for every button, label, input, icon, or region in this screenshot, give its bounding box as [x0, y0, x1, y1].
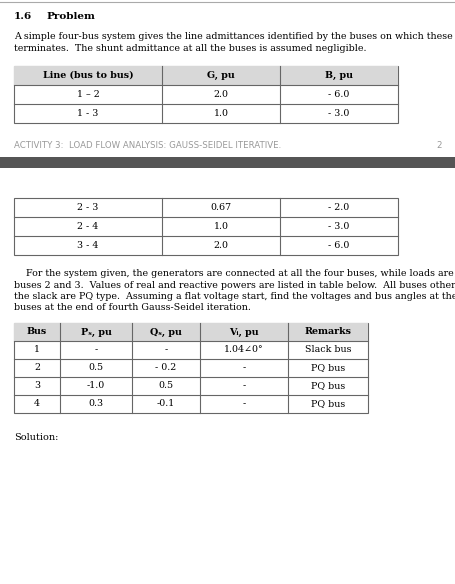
Text: 2.0: 2.0 — [213, 90, 228, 99]
Text: -: - — [242, 381, 245, 391]
Text: - 6.0: - 6.0 — [328, 90, 349, 99]
Text: 2: 2 — [435, 141, 441, 150]
Text: 2 - 4: 2 - 4 — [77, 222, 98, 231]
Text: Pₛ, pu: Pₛ, pu — [81, 328, 111, 336]
Text: A simple four-bus system gives the line admittances identified by the buses on w: A simple four-bus system gives the line … — [14, 32, 452, 41]
Text: - 6.0: - 6.0 — [328, 241, 349, 250]
Text: B, pu: B, pu — [324, 71, 352, 80]
Text: G, pu: G, pu — [207, 71, 234, 80]
Text: 4: 4 — [34, 399, 40, 408]
Text: buses 2 and 3.  Values of real and reactive powers are listed in table below.  A: buses 2 and 3. Values of real and reacti… — [14, 280, 455, 290]
Text: -: - — [242, 363, 245, 373]
Text: - 3.0: - 3.0 — [328, 109, 349, 118]
Text: -1.0: -1.0 — [87, 381, 105, 391]
Text: - 0.2: - 0.2 — [155, 363, 176, 373]
Text: 0.67: 0.67 — [210, 203, 231, 212]
Text: the slack are PQ type.  Assuming a flat voltage start, find the voltages and bus: the slack are PQ type. Assuming a flat v… — [14, 292, 455, 301]
Text: Vᵢ, pu: Vᵢ, pu — [229, 328, 258, 336]
Text: 3 - 4: 3 - 4 — [77, 241, 98, 250]
Bar — [14, 198, 397, 255]
Text: - 2.0: - 2.0 — [328, 203, 349, 212]
Text: 2: 2 — [34, 363, 40, 373]
Text: 1.04∠0°: 1.04∠0° — [224, 346, 263, 354]
Text: 1.0: 1.0 — [213, 222, 228, 231]
Text: Solution:: Solution: — [14, 433, 58, 442]
Text: 0.5: 0.5 — [158, 381, 173, 391]
Bar — [14, 323, 367, 341]
Bar — [14, 66, 397, 123]
Text: -: - — [242, 399, 245, 408]
Text: 3: 3 — [34, 381, 40, 391]
Text: PQ bus: PQ bus — [310, 399, 344, 408]
Text: 1 – 2: 1 – 2 — [76, 90, 99, 99]
Text: 1 - 3: 1 - 3 — [77, 109, 98, 118]
Text: PQ bus: PQ bus — [310, 381, 344, 391]
Bar — [0, 157, 455, 168]
Text: PQ bus: PQ bus — [310, 363, 344, 373]
Text: 0.5: 0.5 — [88, 363, 103, 373]
Text: buses at the end of fourth Gauss-Seidel iteration.: buses at the end of fourth Gauss-Seidel … — [14, 304, 250, 312]
Text: terminates.  The shunt admittance at all the buses is assumed negligible.: terminates. The shunt admittance at all … — [14, 44, 366, 53]
Text: Qₛ, pu: Qₛ, pu — [150, 328, 182, 336]
Text: 0.3: 0.3 — [88, 399, 103, 408]
Text: For the system given, the generators are connected at all the four buses, while : For the system given, the generators are… — [14, 269, 455, 278]
Text: 2.0: 2.0 — [213, 241, 228, 250]
Text: Problem: Problem — [46, 12, 95, 21]
Text: Slack bus: Slack bus — [304, 346, 350, 354]
Text: Remarks: Remarks — [304, 328, 351, 336]
Text: 2 - 3: 2 - 3 — [77, 203, 98, 212]
Bar — [14, 66, 397, 85]
Text: - 3.0: - 3.0 — [328, 222, 349, 231]
Bar — [14, 323, 367, 413]
Text: -0.1: -0.1 — [157, 399, 175, 408]
Text: -: - — [94, 346, 97, 354]
Text: 1: 1 — [34, 346, 40, 354]
Text: 1.0: 1.0 — [213, 109, 228, 118]
Text: ACTIVITY 3:  LOAD FLOW ANALYSIS: GAUSS-SEIDEL ITERATIVE.: ACTIVITY 3: LOAD FLOW ANALYSIS: GAUSS-SE… — [14, 141, 281, 150]
Text: Bus: Bus — [27, 328, 47, 336]
Text: 1.6: 1.6 — [14, 12, 32, 21]
Text: -: - — [164, 346, 167, 354]
Text: Line (bus to bus): Line (bus to bus) — [43, 71, 133, 80]
